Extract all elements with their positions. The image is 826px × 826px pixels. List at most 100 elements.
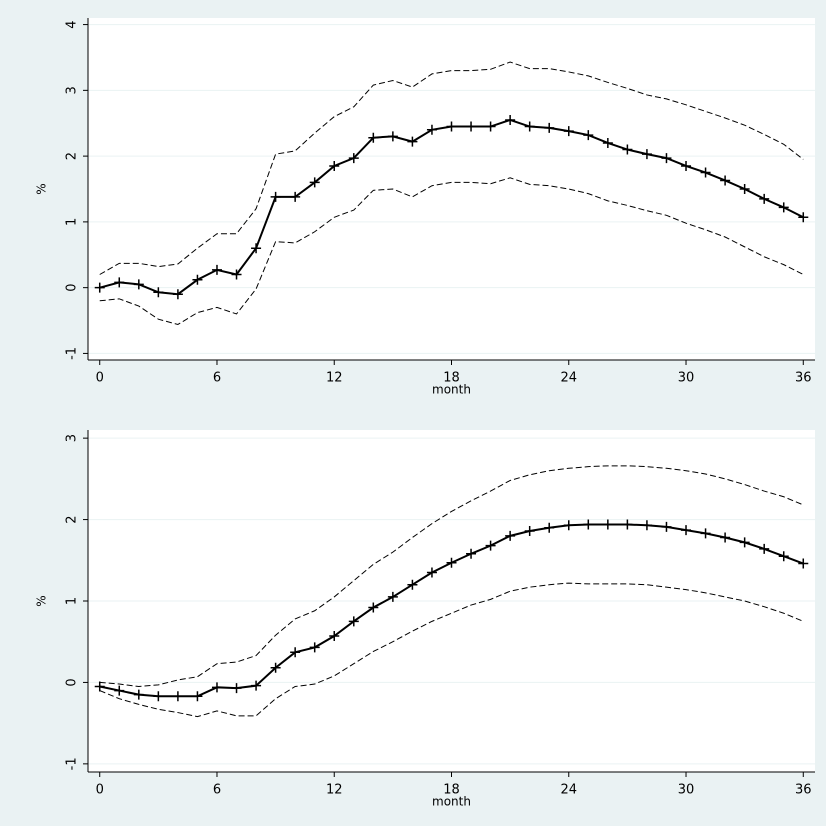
band-line	[99, 465, 804, 688]
marker	[426, 567, 437, 578]
marker	[505, 114, 516, 125]
y-tick-label: 3	[65, 434, 80, 442]
marker	[466, 121, 477, 132]
y-tick-label: 3	[65, 86, 80, 94]
band-line	[99, 61, 804, 275]
marker	[622, 519, 633, 530]
marker	[583, 519, 594, 530]
x-tick-label: 12	[326, 783, 343, 798]
marker	[583, 130, 594, 141]
x-tick-label: 30	[678, 371, 695, 386]
marker	[622, 144, 633, 155]
marker	[778, 551, 789, 562]
x-tick-label: 24	[560, 783, 577, 798]
marker	[231, 683, 242, 694]
x-tick-label: 24	[560, 371, 577, 386]
marker	[290, 647, 301, 658]
y-tick-label: 2	[65, 152, 80, 160]
marker	[563, 126, 574, 137]
marker	[661, 521, 672, 532]
marker	[211, 682, 222, 693]
marker	[524, 121, 535, 132]
marker	[778, 202, 789, 213]
x-tick-label: 6	[213, 783, 221, 798]
marker	[524, 525, 535, 536]
marker	[759, 193, 770, 204]
y-tick-label: 0	[65, 678, 80, 686]
marker	[681, 525, 692, 536]
marker	[290, 191, 301, 202]
marker	[192, 691, 203, 702]
marker	[192, 274, 203, 285]
marker	[348, 153, 359, 164]
marker	[485, 540, 496, 551]
marker	[485, 121, 496, 132]
marker	[153, 287, 164, 298]
marker	[251, 680, 262, 691]
marker	[231, 269, 242, 280]
marker	[641, 149, 652, 160]
marker	[446, 121, 457, 132]
y-axis-label: %	[35, 183, 49, 194]
x-tick-label: 36	[795, 783, 812, 798]
marker	[544, 122, 555, 133]
x-tick-label: 30	[678, 783, 695, 798]
marker	[759, 543, 770, 554]
marker	[798, 558, 809, 569]
marker	[426, 124, 437, 135]
marker	[172, 691, 183, 702]
marker	[720, 175, 731, 186]
marker	[563, 520, 574, 531]
y-tick-label: -1	[65, 757, 80, 770]
marker	[602, 137, 613, 148]
marker	[133, 279, 144, 290]
y-tick-label: 1	[65, 597, 80, 605]
marker	[309, 642, 320, 653]
plot-area	[88, 18, 815, 360]
marker	[114, 685, 125, 696]
y-tick-label: -1	[65, 347, 80, 360]
y-tick-label: 2	[65, 515, 80, 523]
x-tick-label: 12	[326, 371, 343, 386]
marker	[544, 522, 555, 533]
marker	[602, 519, 613, 530]
y-tick-label: 4	[65, 20, 80, 28]
marker	[505, 530, 516, 541]
y-axis-label: %	[35, 595, 49, 606]
marker	[153, 691, 164, 702]
marker	[446, 557, 457, 568]
marker	[407, 136, 418, 147]
marker	[94, 282, 105, 293]
x-tick-label: 18	[443, 371, 460, 386]
band-line	[99, 582, 804, 718]
marker	[407, 579, 418, 590]
band-line	[99, 177, 804, 326]
x-axis-label: month	[432, 383, 471, 397]
marker	[466, 548, 477, 559]
marker	[739, 537, 750, 548]
marker	[700, 528, 711, 539]
marker	[739, 184, 750, 194]
marker	[309, 177, 320, 188]
marker	[114, 277, 125, 288]
marker	[700, 167, 711, 178]
marker	[641, 520, 652, 531]
marker	[172, 289, 183, 300]
marker	[681, 160, 692, 171]
marker	[251, 243, 262, 254]
marker	[329, 631, 340, 642]
y-tick-label: 0	[65, 284, 80, 292]
marker	[368, 132, 379, 143]
marker	[211, 264, 222, 275]
x-tick-label: 36	[795, 371, 812, 386]
y-tick-label: 1	[65, 218, 80, 226]
x-tick-label: 18	[443, 783, 460, 798]
x-tick-label: 0	[96, 783, 104, 798]
marker	[133, 689, 144, 700]
marker	[720, 532, 731, 543]
marker	[387, 591, 398, 602]
marker	[270, 191, 281, 202]
x-tick-label: 0	[96, 371, 104, 386]
